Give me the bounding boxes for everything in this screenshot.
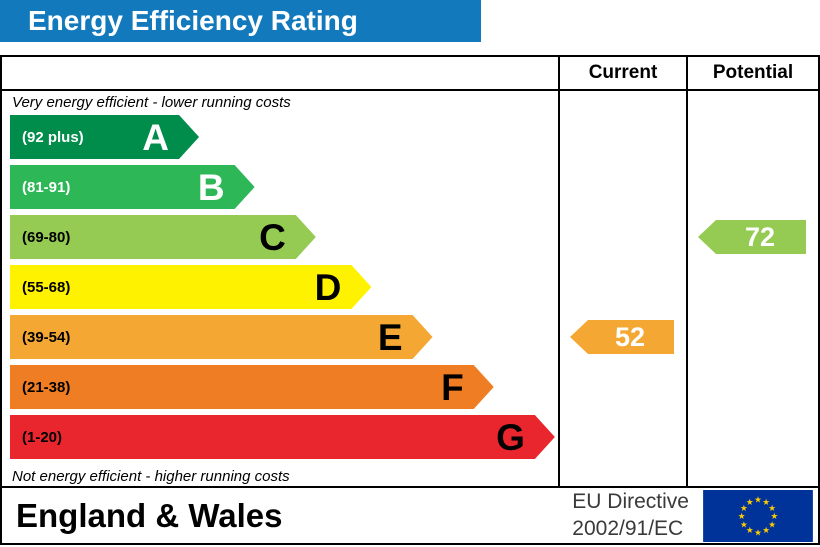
region-label: England & Wales xyxy=(16,496,283,534)
potential-rating-value: 72 xyxy=(744,221,776,252)
top-note: Very energy efficient - lower running co… xyxy=(12,94,291,111)
epc-chart: Current Potential Very energy efficient … xyxy=(0,55,820,545)
band-g: (1-20) G xyxy=(10,415,555,459)
svg-text:★: ★ xyxy=(738,512,746,522)
band-e-range-label: (39-54) xyxy=(22,328,71,346)
band-row: (1-20) G xyxy=(2,412,558,462)
title-bar: Energy Efficiency Rating xyxy=(0,0,481,42)
svg-text:★: ★ xyxy=(754,528,762,538)
svg-text:★: ★ xyxy=(768,503,776,513)
eu-directive-line2: 2002/91/EC xyxy=(572,516,684,540)
chart-header-row: Current Potential xyxy=(2,57,818,91)
potential-column-header: Potential xyxy=(686,57,818,89)
eu-flag-icon: ★ ★ ★ ★ ★ ★ ★ ★ ★ ★ ★ ★ xyxy=(703,489,813,542)
svg-text:★: ★ xyxy=(762,526,770,536)
potential-column: 72 xyxy=(686,91,818,486)
svg-text:★: ★ xyxy=(740,520,748,530)
svg-text:★: ★ xyxy=(740,503,748,513)
svg-text:★: ★ xyxy=(746,497,754,507)
footer: England & Wales EU Directive 2002/91/EC … xyxy=(2,486,818,543)
band-e: (39-54) E xyxy=(10,315,433,359)
band-d: (55-68) D xyxy=(10,265,371,309)
current-column-header: Current xyxy=(558,57,686,89)
band-a-letter: A xyxy=(142,116,170,158)
band-row: (92 plus) A xyxy=(2,112,558,162)
potential-rating-arrow: 72 xyxy=(698,220,806,254)
band-f-range-label: (21-38) xyxy=(22,378,71,396)
band-c-range-label: (69-80) xyxy=(22,228,71,246)
eu-directive-label: EU Directive 2002/91/EC xyxy=(572,489,689,542)
band-row: (81-91) B xyxy=(2,162,558,212)
band-g-letter: G xyxy=(496,416,525,458)
svg-text:★: ★ xyxy=(754,495,762,505)
page-title: Energy Efficiency Rating xyxy=(28,5,358,36)
band-row: (21-38) F xyxy=(2,362,558,412)
band-row: (69-80) C xyxy=(2,212,558,262)
svg-text:★: ★ xyxy=(746,526,754,536)
band-d-letter: D xyxy=(314,266,342,308)
band-row: (55-68) D xyxy=(2,262,558,312)
band-row: (39-54) E xyxy=(2,312,558,362)
band-f-letter: F xyxy=(441,366,464,408)
band-b-range-label: (81-91) xyxy=(22,178,71,196)
band-d-range-label: (55-68) xyxy=(22,278,71,296)
bottom-note: Not energy efficient - higher running co… xyxy=(12,468,290,485)
chart-header-spacer xyxy=(2,57,558,89)
eu-directive-line1: EU Directive xyxy=(572,490,689,514)
band-b-letter: B xyxy=(197,166,225,208)
bands-area: Very energy efficient - lower running co… xyxy=(2,91,558,486)
chart-body: Very energy efficient - lower running co… xyxy=(2,91,818,486)
band-f: (21-38) F xyxy=(10,365,494,409)
svg-text:★: ★ xyxy=(768,520,776,530)
band-e-letter: E xyxy=(377,316,403,358)
svg-text:★: ★ xyxy=(762,497,770,507)
current-rating-value: 52 xyxy=(614,321,646,352)
band-c: (69-80) C xyxy=(10,215,316,259)
band-b: (81-91) B xyxy=(10,165,255,209)
current-rating-arrow: 52 xyxy=(570,320,674,354)
svg-text:★: ★ xyxy=(770,512,778,522)
band-g-range-label: (1-20) xyxy=(22,428,63,446)
band-c-letter: C xyxy=(259,216,286,258)
current-column: 52 xyxy=(558,91,686,486)
band-a: (92 plus) A xyxy=(10,115,199,159)
band-a-range-label: (92 plus) xyxy=(22,128,84,146)
